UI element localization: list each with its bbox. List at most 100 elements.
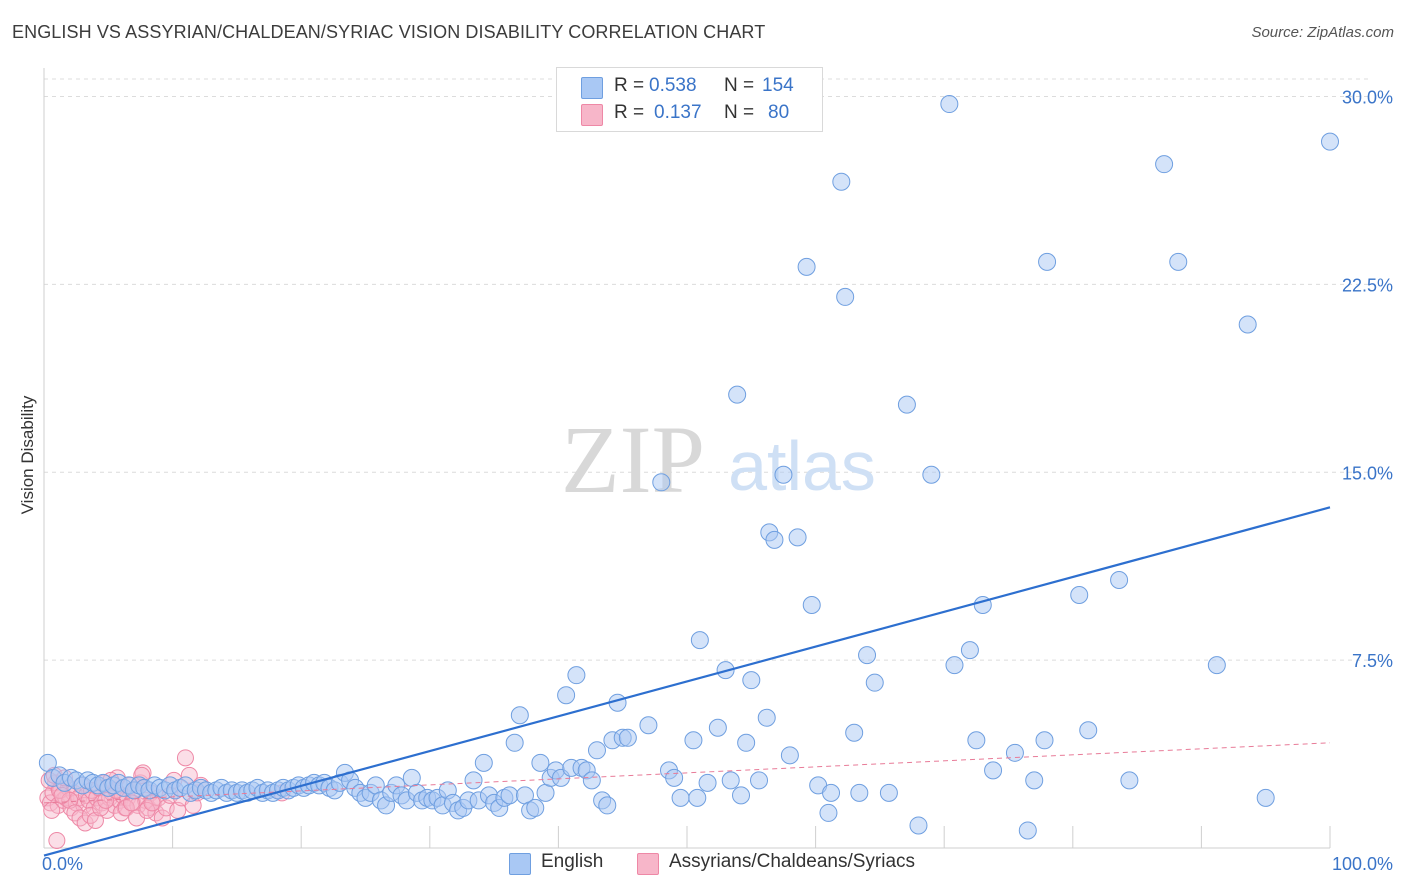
y-tick-label: 15.0% [1342,463,1393,483]
english-point [865,673,884,692]
assyrian-point [112,804,130,822]
english-point [1038,252,1057,271]
english-point [698,773,717,792]
english-trend-line [43,506,1331,857]
english-point [797,257,816,276]
english-point [737,733,756,752]
legend-n-label: N = [724,75,755,96]
english-point [1005,743,1024,762]
watermark-atlas: atlas [728,427,876,505]
bottom-legend-label-english: English [541,851,604,872]
assyrian-trend-line [43,742,1331,804]
english-point [909,816,928,835]
english-point [819,803,838,822]
english-point [822,783,841,802]
english-point [1256,788,1275,807]
legend-n-value-assyrian: 80 [768,102,790,123]
english-point [652,473,671,492]
english-point [587,741,606,760]
english-point [526,798,545,817]
english-point [618,728,637,747]
english-point [757,708,776,727]
english-point [505,733,524,752]
english-point [531,753,550,772]
english-point [879,783,898,802]
english-point [567,666,586,685]
legend-r-value-assyrian: 0.137 [654,102,702,123]
y-tick-label: 7.5% [1352,651,1393,671]
english-point [721,771,740,790]
english-point [510,706,529,725]
english-point [960,641,979,660]
y-tick-label: 22.5% [1342,275,1393,295]
english-point [688,788,707,807]
english-point [1207,656,1226,675]
x-tick-label-min: 0.0% [42,854,83,874]
english-point [845,723,864,742]
english-point [945,656,964,675]
english-point [967,731,986,750]
english-point [802,596,821,615]
english-point [1018,821,1037,840]
english-point [780,746,799,765]
english-point [1155,155,1174,174]
assyrian-point [86,811,104,829]
trend-lines [43,506,1331,857]
english-point [665,768,684,787]
watermark-zip: ZIP [561,406,705,513]
legend-r-value-english: 0.538 [649,75,697,96]
english-point [750,771,769,790]
legend-n-label: N = [724,102,755,123]
english-point [598,796,617,815]
english-point [1110,570,1129,589]
english-point [1169,252,1188,271]
english-point [984,761,1003,780]
english-point [788,528,807,547]
english-point [402,768,421,787]
english-point [728,385,747,404]
english-point [366,776,385,795]
english-point [897,395,916,414]
legend-r-label: R = [614,75,645,96]
source-label: Source: ZipAtlas.com [1251,24,1394,41]
english-point [500,786,519,805]
english-point [850,783,869,802]
english-point [765,530,784,549]
english-point [1321,132,1339,151]
english-point [832,172,851,191]
assyrian-point [48,831,66,849]
x-tick-label-max: 100.0% [1332,854,1393,874]
legend-swatch-assyrian [581,104,603,126]
legend-swatch-english [581,77,603,99]
english-point [639,716,658,735]
legend-n-value-english: 154 [762,75,794,96]
bottom-legend-label-assyrian: Assyrians/Chaldeans/Syriacs [669,851,916,872]
english-point [464,771,483,790]
assyrian-point [117,799,135,817]
english-point [536,783,555,802]
english-points [38,95,1339,840]
legend: R = 0.538 N = 154 R = 0.137 N = 80 [556,67,823,132]
english-point [1079,721,1098,740]
bottom-legend-swatch-english [509,853,531,875]
y-tick-label: 30.0% [1342,88,1393,108]
english-point [1035,731,1054,750]
assyrian-point [176,749,194,767]
axes [43,68,1331,849]
english-point [474,753,493,772]
english-point [684,731,703,750]
legend-r-label: R = [614,102,645,123]
english-point [774,465,793,484]
english-point [1238,315,1257,334]
english-point [1025,771,1044,790]
english-point [940,95,959,114]
bottom-legend-swatch-assyrian [637,853,659,875]
english-point [836,287,855,306]
english-point [732,786,751,805]
chart-title: ENGLISH VS ASSYRIAN/CHALDEAN/SYRIAC VISI… [12,22,766,42]
english-point [858,646,877,665]
english-point [690,631,709,650]
english-point [671,788,690,807]
english-point [582,771,601,790]
english-point [1120,771,1139,790]
